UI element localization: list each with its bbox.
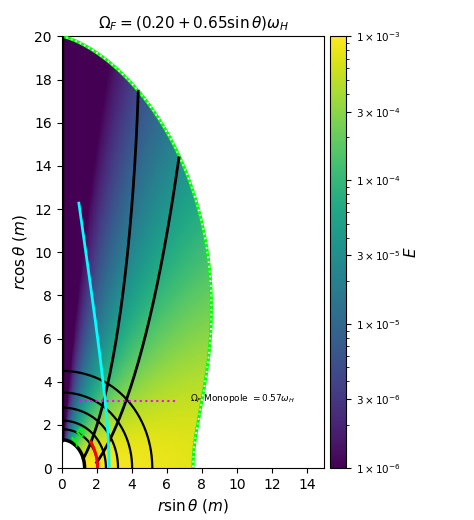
Y-axis label: $r\cos\theta\ (m)$: $r\cos\theta\ (m)$ bbox=[10, 214, 28, 290]
Title: $\Omega_F = (0.20 + 0.65 \sin\theta)\omega_H$: $\Omega_F = (0.20 + 0.65 \sin\theta)\ome… bbox=[98, 15, 289, 33]
Y-axis label: $E$: $E$ bbox=[403, 246, 419, 258]
Text: $\Omega_F$ Monopole $= 0.57\omega_H$: $\Omega_F$ Monopole $= 0.57\omega_H$ bbox=[190, 393, 294, 406]
X-axis label: $r\sin\theta\ (m)$: $r\sin\theta\ (m)$ bbox=[157, 497, 229, 515]
Text: J-D: J-D bbox=[71, 427, 91, 447]
